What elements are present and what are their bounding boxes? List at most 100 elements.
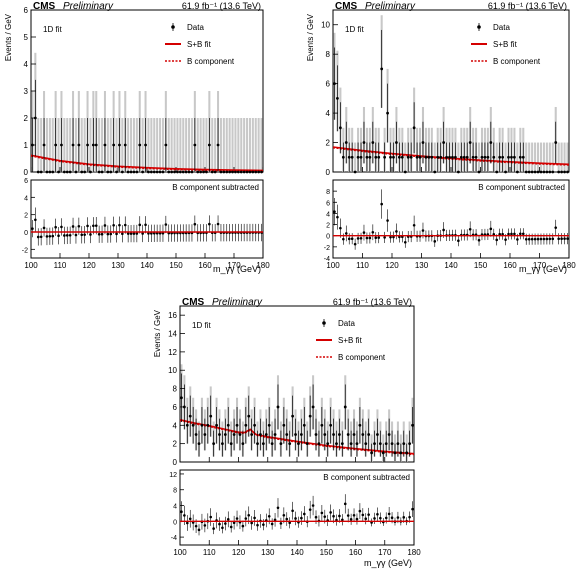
- sub-data-point: [545, 237, 549, 241]
- data-point: [253, 423, 256, 427]
- data-point: [197, 442, 201, 446]
- data-point: [468, 141, 472, 144]
- data-point: [188, 414, 192, 418]
- band-bin: [182, 118, 185, 172]
- y-tick-label: 8: [173, 385, 178, 394]
- data-point: [225, 170, 229, 174]
- data-point: [498, 155, 502, 159]
- data-point: [436, 155, 440, 159]
- main-frame: [332, 9, 570, 173]
- sub-data-point: [521, 232, 525, 236]
- data-point: [251, 170, 255, 174]
- data-point: [77, 143, 81, 147]
- data-point: [33, 116, 37, 120]
- y-tick-label: 5: [24, 33, 29, 42]
- sub-data-point: [530, 237, 534, 241]
- sub-data-point: [164, 223, 168, 226]
- band-bin: [542, 142, 545, 172]
- sub-data-point: [221, 526, 224, 530]
- data-point: [288, 442, 292, 446]
- band-bin: [536, 142, 540, 172]
- legend-fit-label: S+B fit: [338, 336, 363, 345]
- y-tick-label: 2: [173, 440, 178, 449]
- data-point: [483, 155, 487, 159]
- legend-bkg-label: B component: [338, 353, 386, 362]
- data-point: [486, 155, 490, 159]
- sub-data-point: [355, 517, 359, 521]
- band-bin: [57, 118, 60, 172]
- data-point: [250, 433, 254, 436]
- data-point: [213, 170, 217, 174]
- data-point: [212, 442, 216, 446]
- sub-data-point: [379, 516, 382, 520]
- subtracted-points: [31, 207, 263, 246]
- data-point: [167, 170, 171, 174]
- data-point: [94, 143, 98, 147]
- sub-data-point: [112, 223, 115, 227]
- sub-data-point: [285, 517, 289, 521]
- band-bin: [254, 118, 257, 172]
- data-point: [329, 423, 333, 427]
- sub-data-point: [501, 232, 504, 236]
- sub-data-point: [39, 235, 43, 239]
- data-point: [161, 170, 165, 174]
- data-point: [218, 433, 221, 436]
- band-bin: [83, 118, 86, 172]
- legend-data-label: Data: [187, 23, 204, 32]
- sub-data-point: [203, 524, 207, 527]
- band-bin: [199, 118, 202, 172]
- sub-data-point: [376, 513, 379, 516]
- sub-data-point: [365, 236, 369, 240]
- sub-data-point: [346, 514, 350, 517]
- y-tick-label: 8: [326, 50, 331, 59]
- data-point: [317, 442, 321, 446]
- y-tick-label: 10: [321, 21, 330, 30]
- sub-data-point: [92, 224, 95, 228]
- data-point: [242, 170, 246, 174]
- band-bin: [246, 118, 249, 172]
- sub-data-point: [527, 237, 531, 241]
- sub-data-point: [341, 518, 344, 522]
- sub-data-point: [386, 219, 389, 222]
- data-point: [132, 170, 136, 174]
- data-point: [39, 170, 43, 174]
- sub-y-tick-label: 0: [173, 519, 177, 526]
- sub-data-point: [308, 508, 312, 511]
- y-axis-label: Events / GeV: [4, 13, 13, 61]
- band-bin: [251, 118, 254, 172]
- sub-data-point: [197, 528, 201, 532]
- x-tick-label: 120: [232, 548, 246, 557]
- data-point: [282, 423, 286, 427]
- data-point: [384, 442, 388, 446]
- band-bin: [121, 118, 124, 172]
- band-bin: [260, 118, 263, 172]
- sub-data-point: [273, 518, 277, 522]
- sub-data-point: [208, 222, 211, 226]
- band-bin: [528, 142, 531, 172]
- data-point: [381, 451, 385, 455]
- sub-data-point: [536, 237, 540, 241]
- data-point: [408, 442, 412, 446]
- band-bin: [240, 118, 243, 172]
- sub-data-point: [411, 507, 414, 511]
- sub-data-point: [212, 527, 215, 530]
- data-point: [196, 170, 200, 174]
- data-point: [302, 423, 306, 427]
- x-tick-label: 140: [444, 261, 458, 270]
- x-tick-label: 160: [198, 261, 212, 270]
- y-axis-label: Events / GeV: [153, 309, 162, 357]
- band-bin: [202, 118, 205, 172]
- sub-data-point: [291, 509, 294, 513]
- sub-data-point: [332, 514, 335, 518]
- data-point: [216, 143, 220, 147]
- data-point: [340, 442, 344, 446]
- band-bin: [214, 118, 217, 172]
- lumi-label: 61.9 fb⁻¹ (13.6 TeV): [182, 1, 261, 11]
- band-bin: [354, 142, 357, 172]
- subpanel-label: B component subtracted: [323, 473, 410, 482]
- lumi-label: 61.9 fb⁻¹ (13.6 TeV): [488, 1, 567, 11]
- sub-data-point: [279, 522, 283, 525]
- sub-data-point: [344, 232, 348, 235]
- sub-data-point: [362, 231, 366, 234]
- data-point: [155, 170, 159, 174]
